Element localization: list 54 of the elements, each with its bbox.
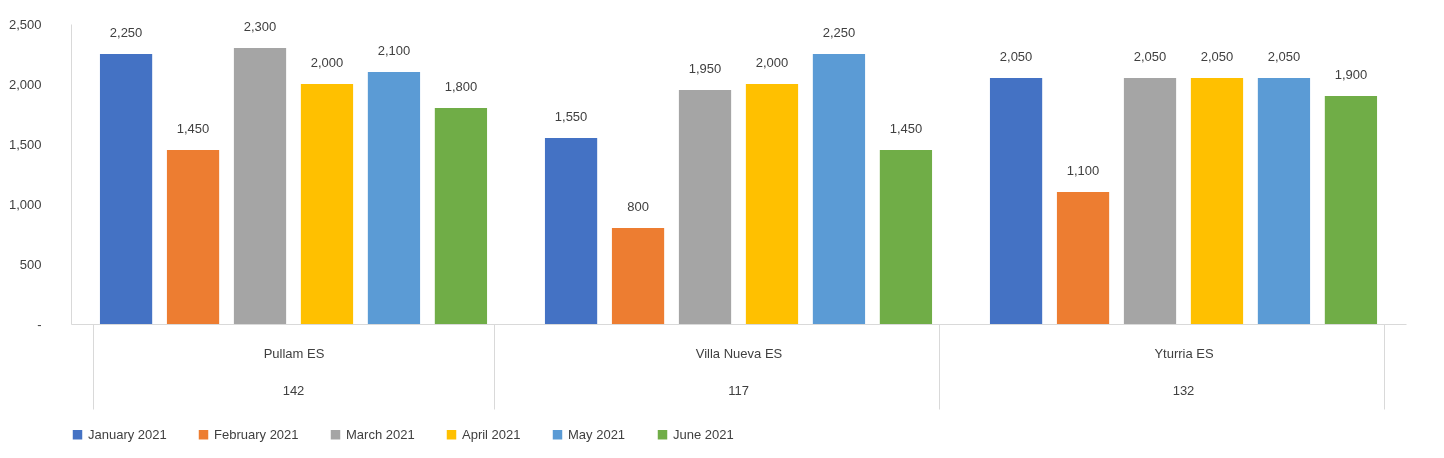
- bar: [367, 72, 421, 324]
- data-label: 1,550: [554, 109, 588, 124]
- bar: [745, 84, 799, 324]
- bar: [879, 150, 933, 324]
- text: 117: [728, 383, 749, 398]
- data-label: 2,000: [310, 55, 344, 70]
- bar: [611, 228, 665, 324]
- data-label: 1,450: [176, 121, 210, 136]
- legend-label: February 2021: [214, 426, 299, 442]
- data-label: 2,250: [109, 25, 143, 40]
- bar: [1257, 78, 1311, 324]
- data-label: 1,100: [1066, 163, 1100, 178]
- text: 142: [282, 383, 305, 398]
- data-label: 2,050: [999, 49, 1033, 64]
- legend-label: January 2021: [88, 426, 167, 442]
- text: 132: [1172, 383, 1195, 398]
- bar: [166, 150, 220, 324]
- data-label: 2,300: [243, 19, 277, 34]
- data-label: 2,050: [1133, 49, 1167, 64]
- legend-label: April 2021: [462, 426, 521, 442]
- y-tick-label: 2,500: [8, 16, 42, 32]
- y-tick-label: 1,000: [8, 196, 42, 212]
- data-label: 2,100: [377, 43, 411, 58]
- bar: [434, 108, 488, 324]
- data-label: 1,450: [889, 121, 923, 136]
- bar: [1324, 96, 1378, 324]
- data-label: 2,050: [1267, 49, 1301, 64]
- data-label: 800: [627, 199, 649, 214]
- data-label: 2,050: [1200, 49, 1234, 64]
- data-label: 1,900: [1334, 67, 1368, 82]
- bar: [678, 90, 732, 324]
- legend-label: March 2021: [346, 426, 415, 442]
- bar: [1056, 192, 1110, 324]
- x-tick-label: Villa Nueva ES: [695, 345, 783, 361]
- data-label: 1,950: [688, 61, 722, 76]
- bar: [989, 78, 1043, 324]
- bar: [233, 48, 287, 324]
- bar: [300, 84, 354, 324]
- bar: [544, 138, 598, 324]
- data-label: 2,250: [822, 25, 856, 40]
- y-tick-label: 2,000: [8, 76, 42, 92]
- data-label: 2,000: [755, 55, 789, 70]
- bar: [99, 54, 153, 324]
- data-label: 1,800: [444, 79, 478, 94]
- legend-label: June 2021: [673, 426, 734, 442]
- y-tick-label: 1,500: [8, 136, 42, 152]
- bar: [1190, 78, 1244, 324]
- bar: [812, 54, 866, 324]
- y-tick-label: 500: [19, 256, 42, 272]
- x-tick-label: Yturria ES: [1154, 345, 1214, 361]
- bar: [1123, 78, 1177, 324]
- x-tick-label: Pullam ES: [263, 345, 325, 361]
- y-tick-label: -: [37, 316, 42, 332]
- legend-label: May 2021: [568, 426, 626, 442]
